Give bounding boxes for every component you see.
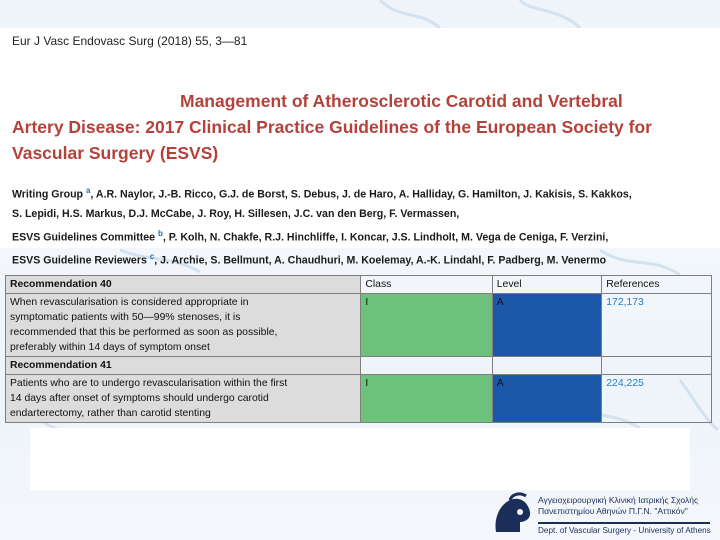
recommendation-text-line: preferably within 14 days of symptom ons… bbox=[10, 342, 210, 353]
level-cell: A bbox=[491, 293, 603, 357]
class-cell: I bbox=[360, 293, 493, 357]
reviewers-names: , J. Archie, S. Bellmunt, A. Chaudhuri, … bbox=[154, 254, 607, 267]
article-title-line-1: Management of Atherosclerotic Carotid an… bbox=[180, 91, 623, 111]
references-cell: 224,225 bbox=[601, 374, 712, 423]
level-header: Level bbox=[491, 275, 603, 294]
article-title-line-2: Artery Disease: 2017 Clinical Practice G… bbox=[12, 117, 652, 137]
class-header: Class bbox=[360, 275, 493, 294]
table-row: When revascularisation is considered app… bbox=[4, 293, 712, 357]
logo-university-name: Πανεπιστημίου Αθηνών Π.Γ.Ν. "Αττικόν" bbox=[538, 506, 688, 516]
blank-panel bbox=[30, 428, 690, 490]
logo-department: Dept. of Vascular Surgery - University o… bbox=[538, 522, 711, 535]
writing-group-names: , A.R. Naylor, J.-B. Ricco, G.J. de Bors… bbox=[90, 188, 632, 201]
references-header: References bbox=[601, 275, 712, 294]
table-row: Patients who are to undergo revascularis… bbox=[4, 374, 712, 423]
reviewers-line: ESVS Guideline Reviewers c, J. Archie, S… bbox=[12, 247, 712, 271]
reviewers-mark: c bbox=[149, 252, 155, 262]
table-row: Recommendation 40 Class Level References bbox=[4, 275, 712, 294]
committee-mark: b bbox=[158, 228, 163, 238]
athens-helmet-logo-icon bbox=[495, 492, 531, 532]
writing-group-names-continued: S. Lepidi, H.S. Markus, D.J. McCabe, J. … bbox=[12, 207, 460, 220]
article-header-panel bbox=[0, 28, 720, 248]
article-title: Management of Atherosclerotic Carotid an… bbox=[12, 88, 716, 166]
empty-cell bbox=[601, 356, 712, 375]
recommendation-text-line: symptomatic patients with 50—99% stenose… bbox=[10, 312, 241, 323]
reviewers-label: ESVS Guideline Reviewers bbox=[12, 254, 147, 267]
recommendation-text-line: recommended that this be performed as so… bbox=[10, 327, 278, 338]
recommendation-title: Recommendation 41 bbox=[4, 356, 362, 375]
recommendation-text-line: 14 days after onset of symptoms should u… bbox=[10, 393, 269, 404]
recommendation-text-line: endarterectomy, rather than carotid sten… bbox=[10, 408, 211, 419]
writing-group-line: Writing Group a, A.R. Naylor, J.-B. Ricc… bbox=[12, 181, 712, 205]
committee-line: ESVS Guidelines Committee b, P. Kolh, N.… bbox=[12, 224, 712, 248]
level-cell: A bbox=[491, 374, 603, 423]
writing-group-label: Writing Group bbox=[12, 188, 84, 201]
author-list: Writing Group a, A.R. Naylor, J.-B. Ricc… bbox=[12, 181, 712, 271]
empty-cell bbox=[491, 356, 603, 375]
empty-cell bbox=[360, 356, 493, 375]
logo-clinic-name: Αγγειοχειρουργική Κλινική Ιατρικής Σχολή… bbox=[538, 495, 699, 505]
recommendation-text: Patients who are to undergo revascularis… bbox=[4, 374, 362, 423]
writing-group-mark: a bbox=[85, 186, 91, 195]
recommendation-text-line: When revascularisation is considered app… bbox=[10, 297, 249, 308]
journal-citation: Eur J Vasc Endovasc Surg (2018) 55, 3—81 bbox=[12, 34, 248, 48]
references-cell: 172,173 bbox=[601, 293, 712, 357]
committee-label: ESVS Guidelines Committee bbox=[12, 231, 156, 244]
recommendation-text-line: Patients who are to undergo revascularis… bbox=[10, 378, 288, 389]
committee-names: , P. Kolh, N. Chakfe, R.J. Hinchliffe, I… bbox=[162, 231, 609, 244]
article-title-line-3: Vascular Surgery (ESVS) bbox=[12, 143, 219, 163]
department-logo: Αγγειοχειρουργική Κλινική Ιατρικής Σχολή… bbox=[490, 492, 720, 540]
class-cell: I bbox=[360, 374, 493, 423]
recommendation-title: Recommendation 40 bbox=[4, 275, 362, 294]
table-row: Recommendation 41 bbox=[4, 356, 712, 375]
recommendation-text: When revascularisation is considered app… bbox=[4, 293, 362, 357]
recommendations-table: Recommendation 40 Class Level References… bbox=[4, 275, 712, 423]
